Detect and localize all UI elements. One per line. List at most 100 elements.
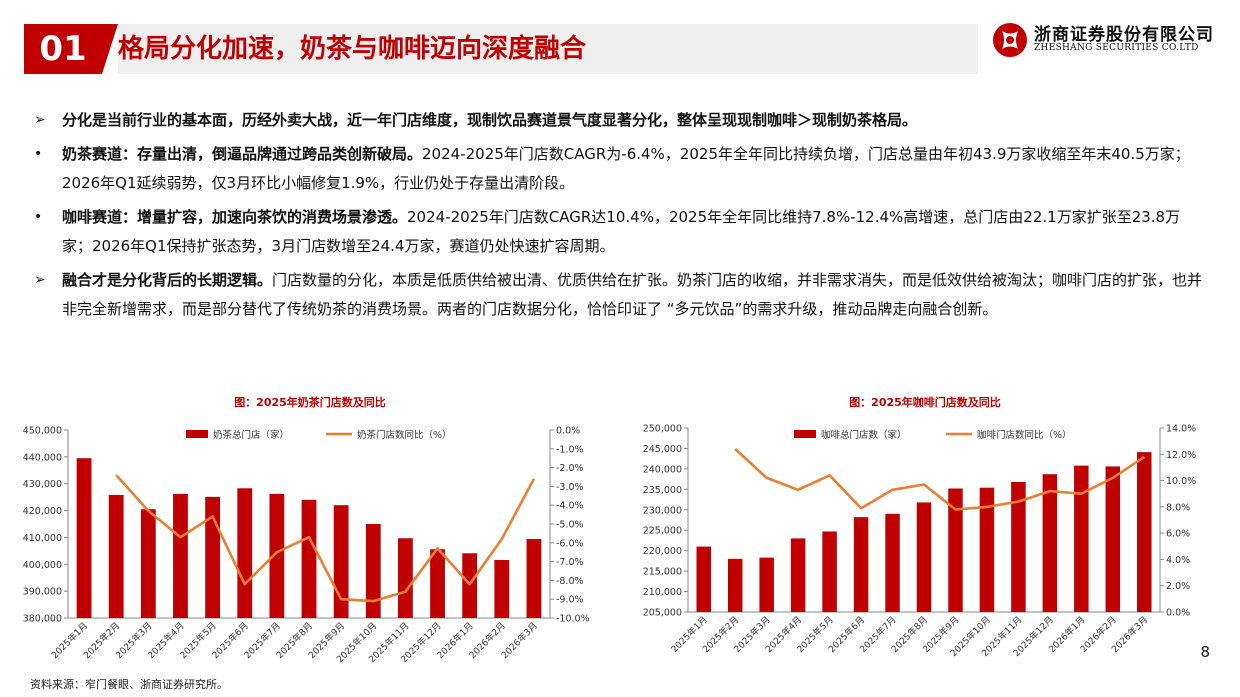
left-tick-label: 380,000 (23, 614, 62, 625)
left-tick-label: 400,000 (23, 560, 62, 571)
left-tick-label: 240,000 (643, 464, 682, 475)
legend-swatch-bar (186, 430, 208, 438)
bar (494, 559, 510, 618)
legend-label: 咖啡门店数同比（%） (977, 429, 1072, 441)
bar (853, 517, 869, 612)
right-tick-label: -8.0% (556, 576, 584, 587)
coffee-chart-svg: 205,000 210,000 215,000 220,000 225,000 230,0… (643, 424, 1196, 660)
body-text: ➢ 分化是当前行业的基本面，历经外卖大战，近一年门店维度，现制饮品赛道景气度显著… (34, 106, 1204, 329)
bar (140, 509, 156, 618)
right-tick-label: 0.0% (556, 426, 580, 437)
logo-company-name-cn: 浙商证券股份有限公司 (1034, 25, 1214, 45)
right-tick-label: -1.0% (556, 444, 584, 455)
title-bar (118, 24, 978, 74)
paragraph-text: 2024-2025年门店数CAGR为-6.4%，2025年全年同比持续负增，门店… (62, 145, 1190, 192)
bar (269, 493, 285, 618)
paragraph-bold-lead: 奶茶赛道：存量出清，倒逼品牌通过跨品类创新破局。 (62, 145, 423, 163)
legend-label: 奶茶总门店（家） (213, 429, 289, 441)
left-tick-label: 450,000 (23, 426, 62, 437)
left-tick-label: 235,000 (643, 485, 682, 496)
left-tick-label: 390,000 (23, 587, 62, 598)
right-tick-label: -7.0% (556, 557, 584, 568)
series-line (734, 448, 1146, 511)
left-tick-label: 410,000 (23, 533, 62, 544)
milk-tea-chart-svg: 380,000 390,000 400,000 410,000 420,000 430,0… (23, 426, 590, 666)
paragraph: ➢ 融合才是分化背后的长期逻辑。门店数量的分化，本质是低质供给被出清、优质供给在… (34, 266, 1204, 324)
bar (76, 458, 92, 618)
bar (979, 487, 995, 612)
paragraph: • 咖啡赛道：增量扩容，加速向茶饮的消费场景渗透。2024-2025年门店数CA… (34, 203, 1204, 261)
coffee-chart: 图：2025年咖啡门店数及同比 205,000 210,000 215,000 220… (640, 392, 1210, 674)
legend-label: 奶茶门店数同比（%） (357, 429, 452, 441)
paragraph-bold-lead: 咖啡赛道：增量扩容，加速向茶饮的消费场景渗透。 (62, 208, 408, 226)
paragraph-bold-lead: 融合才是分化背后的长期逻辑。 (62, 271, 273, 289)
bar (365, 524, 381, 618)
bar (398, 538, 413, 618)
legend-swatch-bar (794, 430, 816, 438)
zheshang-logo-icon (993, 23, 1027, 57)
bar (822, 531, 837, 612)
bar (727, 558, 743, 612)
left-tick-label: 205,000 (643, 608, 682, 619)
series-line (115, 474, 536, 603)
bar (526, 539, 542, 618)
page-number: 8 (1200, 643, 1210, 661)
bar (333, 505, 349, 618)
left-tick-label: 245,000 (643, 444, 682, 455)
milk-tea-chart: 图：2025年奶茶门店数及同比 380,000 390,000 400,000 410… (20, 392, 600, 674)
right-tick-label: -9.0% (556, 595, 584, 606)
left-tick-label: 440,000 (23, 452, 62, 463)
section-number-badge: 01 (24, 24, 118, 74)
chart-title: 图：2025年咖啡门店数及同比 (849, 396, 1001, 409)
right-tick-label: 2.0% (1166, 581, 1190, 592)
bar (885, 513, 900, 612)
left-tick-label: 230,000 (643, 505, 682, 516)
right-tick-label: -6.0% (556, 538, 584, 549)
bar (1042, 474, 1058, 612)
bar (1011, 481, 1026, 612)
right-tick-label: -10.0% (556, 614, 590, 625)
right-tick-label: 14.0% (1166, 424, 1196, 435)
bar (173, 493, 188, 618)
company-logo: 浙商证券股份有限公司 ZHESHANG SECURITIES CO.LTD (992, 20, 1214, 60)
page-title: 格局分化加速，奶茶与咖啡迈向深度融合 (118, 34, 587, 64)
paragraph: • 奶茶赛道：存量出清，倒逼品牌通过跨品类创新破局。2024-2025年门店数C… (34, 140, 1204, 198)
source-note: 资料来源：窄门餐眼、浙商证券研究所。 (30, 678, 228, 691)
right-tick-label: -2.0% (556, 463, 584, 474)
left-tick-label: 250,000 (643, 424, 682, 435)
bar (108, 494, 124, 618)
left-tick-label: 225,000 (643, 526, 682, 537)
bar (430, 549, 445, 618)
left-tick-label: 215,000 (643, 567, 682, 578)
paragraph-marker: ➢ (34, 112, 46, 128)
right-tick-label: 4.0% (1166, 555, 1190, 566)
bar (1074, 465, 1089, 612)
bar (759, 557, 774, 612)
logo-company-name-en: ZHESHANG SECURITIES CO.LTD (1034, 43, 1199, 53)
bar (1137, 452, 1152, 612)
paragraph-marker: • (34, 209, 43, 225)
right-tick-label: -5.0% (556, 520, 584, 531)
right-tick-label: -3.0% (556, 482, 584, 493)
bar (205, 496, 220, 618)
right-tick-label: 0.0% (1166, 608, 1190, 619)
legend-label: 咖啡总门店数（家） (821, 429, 907, 441)
paragraph-marker: ➢ (34, 272, 46, 288)
paragraph-text: 门店数量的分化，本质是低质供给被出清、优质供给在扩张。奶茶门店的收缩，并非需求消… (62, 271, 1203, 318)
paragraph-text: 2024-2025年门店数CAGR达10.4%，2025年全年同比维持7.8%-… (62, 208, 1181, 255)
bar (916, 502, 932, 612)
bar (948, 488, 963, 612)
right-tick-label: 10.0% (1166, 476, 1196, 487)
bar (237, 488, 253, 618)
paragraph: ➢ 分化是当前行业的基本面，历经外卖大战，近一年门店维度，现制饮品赛道景气度显著… (34, 106, 1204, 135)
left-tick-label: 430,000 (23, 479, 62, 490)
left-tick-label: 210,000 (643, 587, 682, 598)
left-tick-label: 420,000 (23, 506, 62, 517)
paragraph-marker: • (34, 146, 43, 162)
chart-title: 图：2025年奶茶门店数及同比 (234, 396, 386, 409)
bar (696, 546, 711, 612)
right-tick-label: 12.0% (1166, 450, 1196, 461)
right-tick-label: -4.0% (556, 501, 584, 512)
right-tick-label: 6.0% (1166, 529, 1190, 540)
paragraph-bold-lead: 分化是当前行业的基本面，历经外卖大战，近一年门店维度，现制饮品赛道景气度显著分化… (62, 111, 918, 129)
